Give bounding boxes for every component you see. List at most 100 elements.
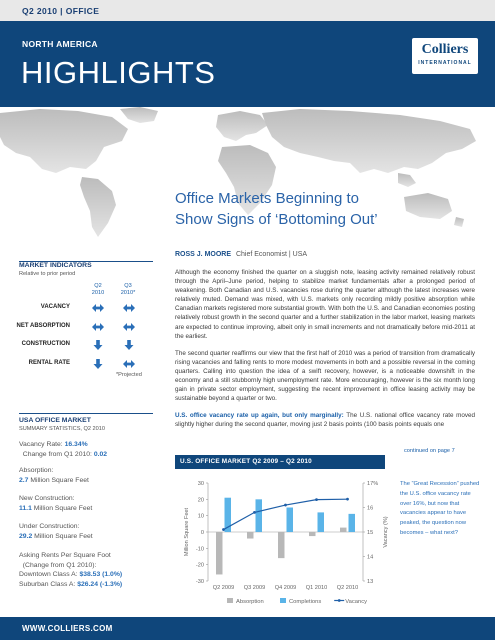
- y-tick-label: 0: [201, 530, 204, 536]
- vacancy-point: [253, 511, 256, 514]
- y-tick-label: 20: [198, 497, 204, 503]
- article-paragraph-1: Although the economy finished the quarte…: [175, 269, 475, 340]
- y2-tick-label: 15: [367, 530, 373, 536]
- y-tick-label: -20: [196, 563, 204, 569]
- under-value: 29.2: [19, 532, 33, 540]
- bar-absorption: [216, 532, 223, 575]
- col-q3-year: 2010*: [120, 290, 136, 296]
- legend-label: Vacancy: [345, 599, 367, 605]
- period-label: Q2 2010 | OFFICE: [22, 6, 100, 16]
- usa-rule: [19, 413, 153, 414]
- bar-absorption: [278, 532, 285, 559]
- bar-completions: [348, 513, 355, 532]
- y-tick-label: -10: [196, 546, 204, 552]
- usa-subtitle: SUMMARY STATISTICS, Q2 2010: [19, 426, 106, 432]
- col-q2-year: 2010: [91, 290, 105, 296]
- footer-bar: WWW.COLLIERS.COM: [0, 617, 495, 640]
- absorption-value: 2.7: [19, 476, 29, 484]
- paragraph-lead: U.S. office vacancy rate up again, but o…: [175, 412, 344, 420]
- under-unit: Million Square Feet: [34, 532, 93, 540]
- downtown-label: Downtown Class A:: [19, 571, 78, 578]
- article-headline: Office Markets Beginning to Show Signs o…: [175, 188, 475, 230]
- vacancy-label: Vacancy Rate:: [19, 441, 63, 448]
- region-label: NORTH AMERICA: [22, 39, 98, 49]
- stat-rents: Asking Rents Per Square Foot (Change fro…: [19, 551, 122, 589]
- byline: ROSS J. MOORE Chief Economist | USA: [175, 251, 307, 258]
- y2-tick-label: 16: [367, 506, 373, 512]
- legend-swatch-absorption: [227, 598, 233, 603]
- col-q2-label: Q2: [94, 283, 102, 289]
- suburban-label: Suburban Class A:: [19, 580, 76, 588]
- article-body: Although the economy finished the quarte…: [175, 268, 475, 438]
- y2-tick-label: 14: [367, 555, 373, 561]
- logo-name: Colliers: [421, 42, 469, 57]
- indicator-label: VACANCY: [40, 304, 70, 310]
- bar-completions: [224, 497, 231, 532]
- absorption-unit: Million Square Feet: [30, 476, 89, 484]
- article-paragraph-2: The second quarter reaffirms our view th…: [175, 349, 475, 403]
- change-label: Change from Q1 2010:: [22, 450, 92, 458]
- change-value: 0.02: [93, 450, 108, 458]
- bar-absorption: [340, 527, 347, 532]
- bar-completions: [317, 512, 324, 532]
- article-paragraph-3: U.S. office vacancy rate up again, but o…: [175, 411, 475, 429]
- world-map-image: [0, 107, 476, 237]
- construction-unit: Million Square Feet: [33, 504, 93, 512]
- y2-axis-label: Vacancy (%): [383, 516, 389, 547]
- chart-title: U.S. OFFICE MARKET Q2 2009 – Q2 2010: [180, 458, 312, 465]
- arrow-down-icon: [124, 340, 134, 350]
- projected-note: *Projected: [116, 372, 142, 378]
- indicators-col-q3: Q3 2010*: [116, 283, 140, 297]
- absorption-label: Absorption:: [19, 467, 54, 474]
- x-tick-label: Q2 2009: [213, 585, 234, 591]
- legend-label: Absorption: [236, 599, 264, 605]
- construction-label: New Construction:: [19, 495, 75, 502]
- indicator-row: VACANCY: [19, 302, 153, 314]
- bar-completions: [255, 499, 262, 532]
- author-title: Chief Economist | USA: [235, 251, 308, 258]
- footer-url[interactable]: WWW.COLLIERS.COM: [22, 624, 113, 633]
- indicator-label: RENTAL RATE: [28, 359, 70, 366]
- double-arrow-icon: [123, 359, 135, 369]
- continued-note: continued on page 7: [404, 448, 455, 454]
- indicator-row: RENTAL RATE: [19, 358, 153, 370]
- y2-tick-label: 13: [367, 579, 373, 585]
- chart-header: U.S. OFFICE MARKET Q2 2009 – Q2 2010: [175, 455, 385, 469]
- x-tick-label: Q4 2009: [275, 585, 296, 591]
- bar-absorption: [309, 532, 316, 537]
- page-title: HIGHLIGHTS: [21, 55, 216, 90]
- indicators-subtitle: Relative to prior period: [19, 271, 76, 277]
- downtown-value: $38.53 (1.0%): [79, 571, 123, 578]
- vacancy-value: 16.34%: [64, 441, 88, 448]
- x-tick-label: Q1 2010: [306, 585, 327, 591]
- stat-absorption: Absorption: 2.7 Million Square Feet: [19, 466, 89, 485]
- colliers-logo: Colliers INTERNATIONAL: [412, 38, 478, 74]
- under-label: Under Construction:: [19, 523, 80, 530]
- vacancy-point: [315, 498, 318, 502]
- y2-tick-label: 17%: [367, 481, 378, 487]
- col-q3-label: Q3: [124, 283, 132, 289]
- indicators-col-q2: Q2 2010: [88, 283, 108, 297]
- paragraph-3-text: The U.S. national office vacancy rate mo…: [175, 412, 475, 429]
- arrow-down-icon: [93, 340, 103, 350]
- top-bar: Q2 2010 | OFFICE: [0, 0, 495, 21]
- vacancy-point: [284, 503, 287, 507]
- y-axis-label: Million Square Feet: [184, 507, 190, 556]
- x-tick-label: Q3 2009: [244, 585, 265, 591]
- bar-completions: [286, 507, 293, 532]
- bar-absorption: [247, 532, 254, 539]
- y-tick-label: -30: [196, 579, 204, 585]
- indicators-rule: [19, 261, 153, 262]
- rents-label: Asking Rents Per Square Foot: [19, 552, 111, 559]
- legend-label: Completions: [289, 599, 321, 605]
- double-arrow-icon: [92, 322, 104, 332]
- chart-svg: 30 20 10 0 -10 -20 -30 17% 16 15 14 13 Million Squar…: [184, 481, 389, 605]
- indicator-row: NET ABSORPTION: [16, 321, 153, 333]
- vacancy-point: [222, 528, 225, 531]
- indicator-label: NET ABSORPTION: [16, 322, 70, 329]
- legend-swatch-completions: [280, 598, 286, 603]
- chart-note: The “Great Recession” pushed the U.S. of…: [400, 481, 480, 536]
- usa-title: USA OFFICE MARKET: [19, 417, 91, 424]
- stat-under-construction: Under Construction: 29.2 Million Square …: [19, 522, 93, 541]
- stat-vacancy: Vacancy Rate: 16.34% Change from Q1 2010…: [19, 440, 107, 459]
